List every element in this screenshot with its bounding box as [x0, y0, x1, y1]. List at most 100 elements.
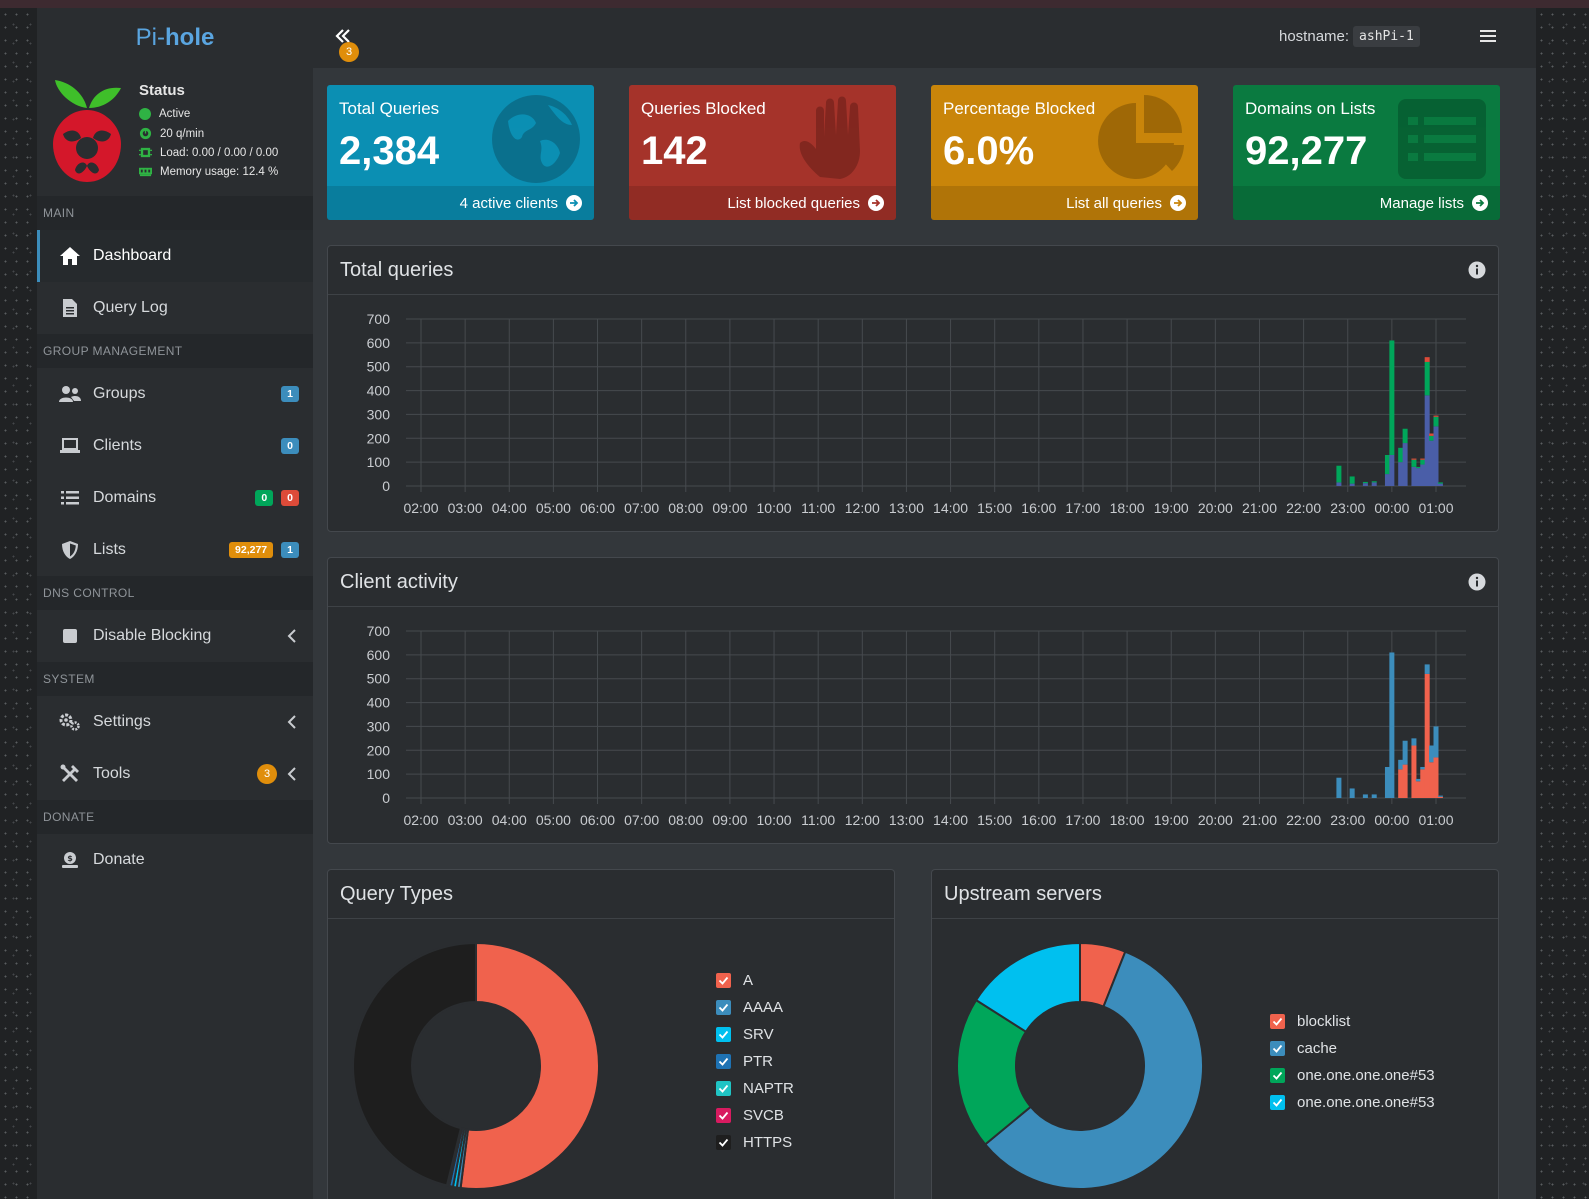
x-tick-label: 13:00 — [889, 500, 924, 516]
checkbox-icon[interactable] — [716, 973, 731, 988]
x-tick-label: 00:00 — [1374, 812, 1409, 828]
sidebar-item-groups[interactable]: Groups 1 — [37, 368, 313, 420]
status-memory: Memory usage: 12.4 % — [139, 165, 278, 178]
bar-segment — [1433, 757, 1439, 798]
sidebar-toggle-icon[interactable] — [331, 26, 355, 50]
checkbox-icon[interactable] — [716, 1000, 731, 1015]
legend-item[interactable]: NAPTR — [716, 1075, 794, 1102]
gauge-icon — [139, 127, 152, 140]
legend-item[interactable]: cache — [1270, 1035, 1435, 1062]
legend-item[interactable]: AAAA — [716, 994, 794, 1021]
checkbox-icon[interactable] — [716, 1027, 731, 1042]
svg-text:$: $ — [67, 854, 73, 863]
bar-segment — [1389, 652, 1395, 798]
bar-segment — [1429, 435, 1435, 441]
legend-item[interactable]: SRV — [716, 1021, 794, 1048]
x-tick-label: 04:00 — [492, 500, 527, 516]
legend-item[interactable]: HTTPS — [716, 1129, 794, 1156]
pie-slice[interactable] — [352, 941, 477, 1187]
hostname: hostname: ashPi-1 — [1279, 26, 1420, 47]
bar-segment — [1371, 482, 1377, 486]
legend-item[interactable]: SVCB — [716, 1102, 794, 1129]
y-tick-label: 500 — [367, 359, 391, 375]
arrow-circle-right-icon — [868, 195, 884, 211]
pie-slice[interactable] — [974, 941, 1081, 1034]
all-queries-footer-link[interactable]: List all queries — [931, 186, 1198, 220]
sidebar-item-disable-blocking[interactable]: Disable Blocking — [37, 610, 313, 662]
sidebar-item-dashboard[interactable]: Dashboard — [37, 230, 313, 282]
total-queries-footer-link[interactable]: 4 active clients — [327, 186, 594, 220]
bar-segment — [1411, 459, 1417, 467]
hostname-label: hostname: — [1279, 28, 1350, 45]
checkbox-icon[interactable] — [1270, 1068, 1285, 1083]
legend-item[interactable]: one.one.one.one#53 — [1270, 1062, 1435, 1089]
sidebar-item-clients[interactable]: Clients 0 — [37, 420, 313, 472]
legend-item[interactable]: blocklist — [1270, 1008, 1435, 1035]
legend-label: NAPTR — [743, 1080, 794, 1097]
x-tick-label: 18:00 — [1110, 500, 1145, 516]
x-tick-label: 14:00 — [933, 500, 968, 516]
chevron-left-icon — [287, 715, 296, 729]
sidebar-item-settings[interactable]: Settings — [37, 696, 313, 748]
upstream-servers-legend: blocklist cache one.one.one.one#53 one.one.… — [1270, 1008, 1435, 1116]
checkbox-icon[interactable] — [1270, 1095, 1285, 1110]
donate-icon: $ — [59, 849, 81, 871]
bar-segment — [1349, 476, 1355, 484]
checkbox-icon[interactable] — [1270, 1014, 1285, 1029]
gears-icon — [59, 711, 81, 733]
checkbox-icon[interactable] — [716, 1081, 731, 1096]
pie-slice[interactable] — [459, 941, 600, 1190]
x-tick-label: 09:00 — [712, 812, 747, 828]
tools-icon — [59, 763, 81, 785]
info-icon[interactable] — [1468, 573, 1486, 591]
checkbox-icon[interactable] — [716, 1135, 731, 1150]
list-icon — [59, 487, 81, 509]
sidebar-item-label: Settings — [93, 713, 151, 730]
sidebar-item-lists[interactable]: Lists 92,277 1 — [37, 524, 313, 576]
logo[interactable]: Pi-hole — [37, 8, 313, 68]
y-tick-label: 600 — [367, 335, 391, 351]
sidebar-item-tools[interactable]: Tools 3 — [37, 748, 313, 800]
x-tick-label: 01:00 — [1418, 812, 1453, 828]
pie-slice[interactable] — [983, 950, 1204, 1190]
laptop-icon — [59, 435, 81, 457]
sidebar-item-domains[interactable]: Domains 0 0 — [37, 472, 313, 524]
sidebar-item-label: Domains — [93, 489, 157, 506]
info-icon[interactable] — [1468, 261, 1486, 279]
x-tick-label: 06:00 — [580, 500, 615, 516]
bar-segment — [1336, 465, 1342, 483]
checkbox-icon[interactable] — [716, 1054, 731, 1069]
checkbox-icon[interactable] — [716, 1108, 731, 1123]
x-tick-label: 09:00 — [712, 500, 747, 516]
box-value: 92,277 — [1245, 129, 1368, 173]
y-tick-label: 100 — [367, 454, 391, 470]
bar-segment — [1433, 726, 1439, 758]
logo-suffix: hole — [165, 24, 215, 51]
bar-segment — [1402, 443, 1408, 486]
header-notification-badge: 3 — [339, 42, 359, 62]
hostname-value: ashPi-1 — [1353, 26, 1420, 47]
sidebar-item-label: Lists — [93, 541, 126, 558]
blocked-queries-footer-link[interactable]: List blocked queries — [629, 186, 896, 220]
top-header: 3 hostname: ashPi-1 — [313, 8, 1536, 68]
legend-item[interactable]: PTR — [716, 1048, 794, 1075]
hamburger-menu-icon[interactable] — [1479, 27, 1497, 45]
sidebar-item-donate[interactable]: $ Donate — [37, 834, 313, 886]
bar-segment — [1411, 458, 1417, 460]
y-tick-label: 700 — [367, 311, 391, 327]
bar-segment — [1402, 428, 1408, 444]
bar-segment — [1362, 794, 1368, 798]
client-activity-chart: 0 100 200 300 400 500 600 700 02:00 03:00 04:00 05:… — [367, 623, 1466, 828]
legend-item[interactable]: one.one.one.one#53 — [1270, 1089, 1435, 1116]
sidebar-item-query-log[interactable]: Query Log — [37, 282, 313, 334]
bar-segment — [1402, 740, 1408, 765]
manage-lists-footer-link[interactable]: Manage lists — [1233, 186, 1500, 220]
arrow-circle-right-icon — [566, 195, 582, 211]
panel-title-text: Total queries — [340, 258, 454, 281]
checkbox-icon[interactable] — [1270, 1041, 1285, 1056]
cpu-icon — [139, 147, 152, 158]
legend-label: blocklist — [1297, 1013, 1351, 1030]
panel-title-text: Client activity — [340, 570, 458, 593]
legend-item[interactable]: A — [716, 967, 794, 994]
bar-segment — [1411, 745, 1417, 798]
